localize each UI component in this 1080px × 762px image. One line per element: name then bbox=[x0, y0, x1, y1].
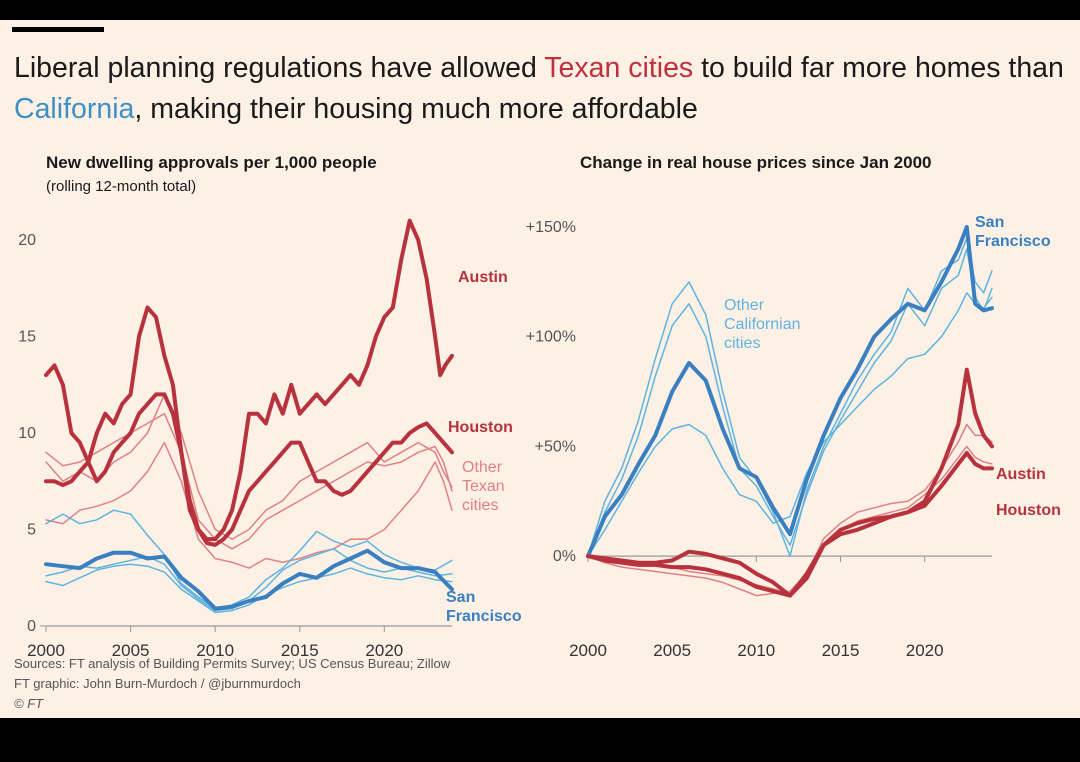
chart2-xtick-label: 2020 bbox=[906, 641, 944, 660]
chart1-line-other-californian-cities-3 bbox=[45, 563, 453, 614]
copyright-note: © FT bbox=[14, 696, 44, 711]
sources-note: Sources: FT analysis of Building Permits… bbox=[14, 656, 451, 671]
chart1-line-other-texan-cities-1 bbox=[45, 412, 453, 550]
credit-note: FT graphic: John Burn-Murdoch / @jburnmu… bbox=[14, 676, 301, 691]
chart2-ytick-label: +100% bbox=[526, 329, 576, 346]
chart2-line-san-francisco bbox=[586, 225, 994, 559]
chart1-line-other-texan-cities-3 bbox=[45, 441, 453, 569]
chart2-label-other-californian-cities-1: cities bbox=[724, 335, 760, 352]
chart2-line-other-texan-cities-2 bbox=[587, 445, 993, 597]
chart1-label-san-francisco: Francisco bbox=[446, 608, 522, 625]
chart1-line-san-francisco bbox=[44, 548, 454, 611]
chart1-label-austin: Austin bbox=[458, 269, 508, 286]
chart2-line-austin bbox=[586, 367, 994, 598]
chart2-xtick-label: 2015 bbox=[822, 641, 860, 660]
headline: Liberal planning regulations have allowe… bbox=[14, 48, 1064, 130]
chart2-label-san-francisco: San bbox=[975, 214, 1004, 231]
chart2-label-austin: Austin bbox=[996, 466, 1046, 483]
headline-blue: California bbox=[14, 93, 135, 125]
chart-card: Liberal planning regulations have allowe… bbox=[0, 20, 1080, 718]
chart1-line-other-texan-cities-2 bbox=[45, 393, 453, 540]
chart1-xtick-label: 2005 bbox=[112, 641, 150, 660]
chart1-ytick-label: 0 bbox=[27, 618, 36, 635]
chart1-label-san-francisco: San bbox=[446, 589, 475, 606]
chart1-xtick-label: 2010 bbox=[196, 641, 234, 660]
chart1-xtick-label: 2020 bbox=[365, 641, 403, 660]
chart1-ytick-label: 15 bbox=[18, 329, 36, 346]
chart1-label-other-texan-cities-3: cities bbox=[462, 497, 498, 514]
chart2-line-houston bbox=[586, 451, 994, 598]
chart2-line-other-californian-cities-1 bbox=[587, 237, 993, 557]
chart2-label-other-californian-cities-1: Other bbox=[724, 297, 765, 314]
chart2-line-other-californian-cities-3 bbox=[587, 292, 993, 557]
chart1-title: New dwelling approvals per 1,000 people bbox=[46, 153, 377, 172]
chart2-ytick-label: +50% bbox=[535, 438, 576, 455]
chart2-xtick-label: 2005 bbox=[653, 641, 691, 660]
headline-part1: Liberal planning regulations have allowe… bbox=[14, 52, 545, 84]
headline-part3: , making their housing much more afforda… bbox=[134, 93, 698, 125]
chart1-label-houston: Houston bbox=[448, 419, 513, 436]
chart1-ytick-label: 20 bbox=[18, 232, 36, 249]
charts-svg: New dwelling approvals per 1,000 people (… bbox=[18, 153, 1061, 660]
chart1-ytick-label: 5 bbox=[27, 522, 36, 539]
chart2-title: Change in real house prices since Jan 20… bbox=[580, 153, 932, 172]
chart1-line-houston bbox=[44, 392, 454, 547]
chart2-ytick-label: +150% bbox=[526, 219, 576, 236]
chart1-line-other-californian-cities-1 bbox=[45, 509, 453, 610]
chart2-label-other-californian-cities-1: Californian bbox=[724, 316, 800, 333]
chart2-line-other-californian-cities-2 bbox=[587, 248, 993, 557]
chart1-label-other-texan-cities-3: Other bbox=[462, 459, 503, 476]
chart1-xtick-label: 2000 bbox=[27, 641, 65, 660]
chart2-label-san-francisco: Francisco bbox=[975, 233, 1051, 250]
chart1-subtitle: (rolling 12-month total) bbox=[46, 178, 196, 195]
ft-accent-bar bbox=[12, 27, 104, 32]
chart2-ytick-label: 0% bbox=[553, 548, 576, 565]
chart1-xtick-label: 2015 bbox=[281, 641, 319, 660]
chart2-xtick-label: 2010 bbox=[737, 641, 775, 660]
chart2-label-houston: Houston bbox=[996, 502, 1061, 519]
chart2-xtick-label: 2000 bbox=[569, 641, 607, 660]
chart1-ytick-label: 10 bbox=[18, 425, 36, 442]
chart1-line-austin bbox=[44, 218, 454, 542]
chart1-label-other-texan-cities-3: Texan bbox=[462, 478, 505, 495]
headline-part2: to build far more homes than bbox=[693, 52, 1064, 84]
headline-red: Texan cities bbox=[544, 52, 694, 84]
